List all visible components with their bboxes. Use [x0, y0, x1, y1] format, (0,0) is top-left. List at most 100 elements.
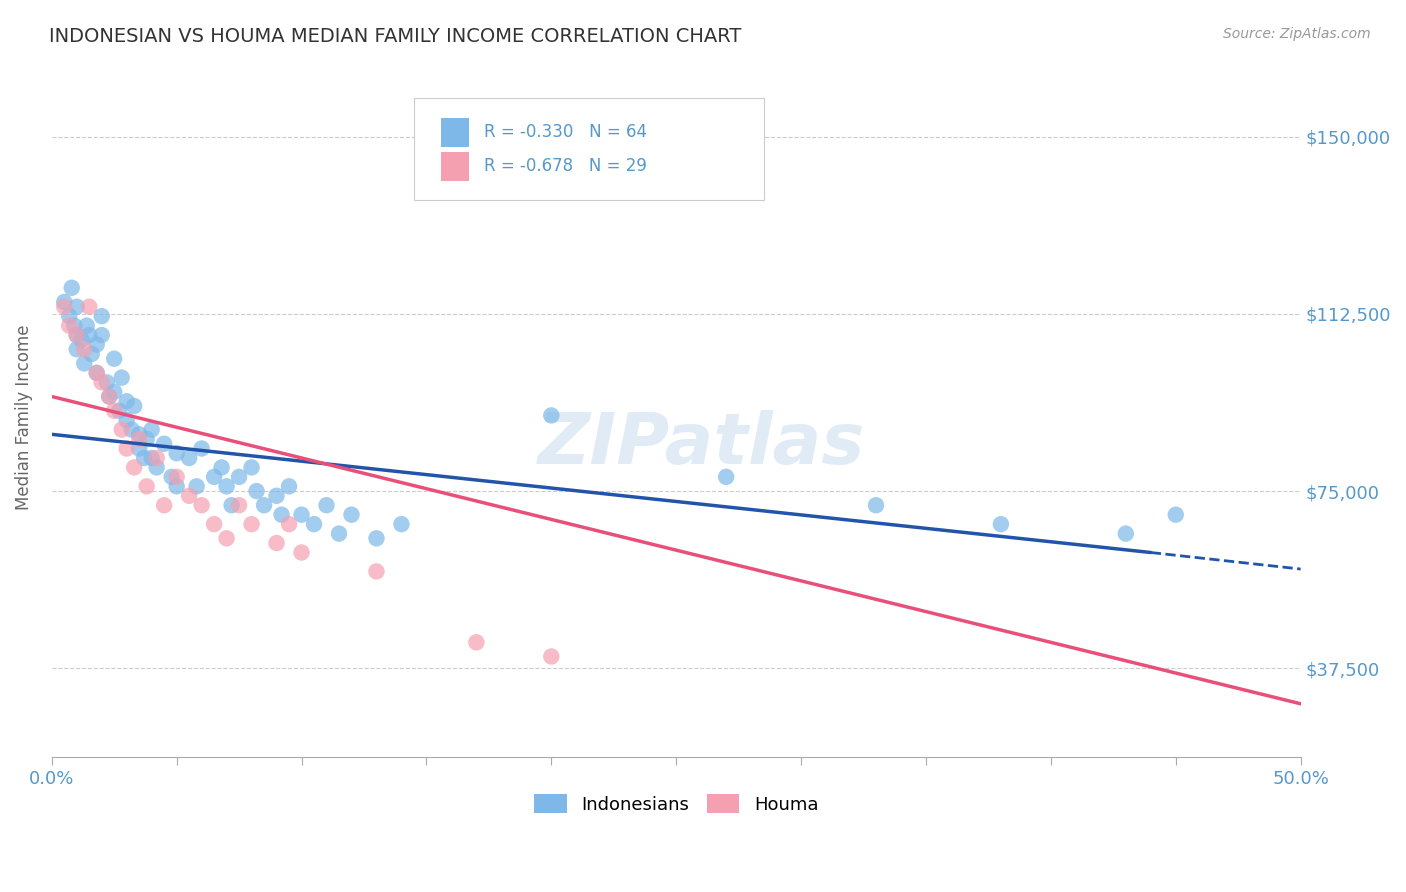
Point — [366, 532, 388, 546]
Point — [465, 635, 488, 649]
Point — [266, 536, 288, 550]
Point — [128, 427, 150, 442]
Text: Source: ZipAtlas.com: Source: ZipAtlas.com — [1223, 27, 1371, 41]
Point — [179, 489, 201, 503]
Point — [111, 370, 134, 384]
Point — [70, 333, 93, 347]
Point — [141, 423, 163, 437]
Point — [186, 479, 208, 493]
Point — [111, 423, 134, 437]
Point — [166, 470, 188, 484]
Point — [77, 328, 100, 343]
FancyBboxPatch shape — [413, 98, 763, 200]
Point — [865, 498, 887, 512]
Point — [340, 508, 363, 522]
Point — [145, 460, 167, 475]
Point — [391, 517, 413, 532]
Point — [66, 328, 89, 343]
Point — [122, 399, 145, 413]
Point — [135, 479, 157, 493]
Point — [77, 300, 100, 314]
Text: INDONESIAN VS HOUMA MEDIAN FAMILY INCOME CORRELATION CHART: INDONESIAN VS HOUMA MEDIAN FAMILY INCOME… — [49, 27, 741, 45]
Point — [145, 450, 167, 465]
Point — [90, 328, 112, 343]
Point — [108, 403, 131, 417]
Point — [190, 442, 212, 456]
Point — [240, 460, 263, 475]
Point — [253, 498, 276, 512]
Point — [221, 498, 243, 512]
Point — [160, 470, 183, 484]
Point — [240, 517, 263, 532]
Point — [86, 366, 108, 380]
Point — [228, 498, 250, 512]
Point — [290, 545, 312, 559]
Point — [90, 376, 112, 390]
Legend: Indonesians, Houma: Indonesians, Houma — [524, 785, 827, 822]
Point — [278, 517, 301, 532]
Point — [122, 460, 145, 475]
Point — [128, 432, 150, 446]
Point — [53, 300, 76, 314]
Point — [166, 479, 188, 493]
Point — [115, 413, 138, 427]
Point — [266, 489, 288, 503]
Point — [98, 390, 121, 404]
Text: R = -0.678   N = 29: R = -0.678 N = 29 — [484, 158, 647, 176]
Point — [328, 526, 350, 541]
Y-axis label: Median Family Income: Median Family Income — [15, 325, 32, 510]
Point — [90, 309, 112, 323]
Point — [103, 351, 125, 366]
FancyBboxPatch shape — [441, 153, 468, 181]
Point — [115, 442, 138, 456]
Point — [63, 318, 86, 333]
Point — [211, 460, 233, 475]
Point — [202, 517, 225, 532]
Point — [135, 432, 157, 446]
Point — [134, 450, 156, 465]
Point — [73, 343, 96, 357]
Point — [76, 318, 98, 333]
Point — [58, 318, 80, 333]
Point — [166, 446, 188, 460]
Point — [302, 517, 325, 532]
Point — [141, 450, 163, 465]
Point — [540, 409, 562, 423]
Point — [86, 366, 108, 380]
Point — [1164, 508, 1187, 522]
Point — [80, 347, 103, 361]
Point — [53, 295, 76, 310]
Point — [990, 517, 1012, 532]
Point — [115, 394, 138, 409]
Text: R = -0.330   N = 64: R = -0.330 N = 64 — [484, 123, 647, 142]
Point — [66, 343, 89, 357]
Point — [103, 403, 125, 417]
Point — [153, 498, 176, 512]
Point — [190, 498, 212, 512]
Point — [96, 376, 118, 390]
Point — [121, 423, 143, 437]
Text: ZIPatlas: ZIPatlas — [537, 410, 865, 479]
Point — [540, 649, 562, 664]
Point — [66, 328, 89, 343]
Point — [215, 479, 238, 493]
Point — [202, 470, 225, 484]
Point — [215, 532, 238, 546]
Point — [179, 450, 201, 465]
Point — [60, 281, 83, 295]
Point — [366, 565, 388, 579]
Point — [103, 384, 125, 399]
Point — [714, 470, 737, 484]
Point — [86, 337, 108, 351]
Point — [73, 356, 96, 370]
Point — [128, 442, 150, 456]
Point — [270, 508, 292, 522]
Point — [58, 309, 80, 323]
Point — [228, 470, 250, 484]
Point — [66, 300, 89, 314]
Point — [315, 498, 337, 512]
Point — [245, 484, 267, 499]
Point — [278, 479, 301, 493]
Point — [290, 508, 312, 522]
Point — [153, 437, 176, 451]
